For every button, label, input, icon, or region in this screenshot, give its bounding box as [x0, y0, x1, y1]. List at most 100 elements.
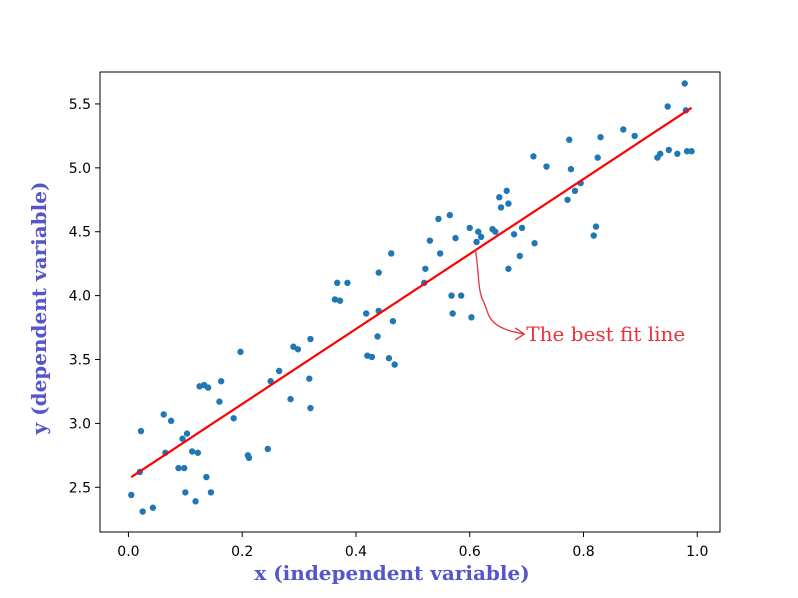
- data-point: [448, 292, 455, 299]
- data-point: [375, 269, 382, 276]
- data-point: [287, 395, 294, 403]
- data-point: [194, 449, 202, 456]
- data-point: [217, 378, 225, 385]
- data-point: [592, 223, 600, 230]
- y-tick-label: 4.0: [69, 289, 91, 305]
- data-point: [182, 489, 189, 496]
- data-point: [333, 279, 341, 287]
- data-point: [389, 317, 397, 325]
- y-tick-label: 3.5: [69, 353, 91, 369]
- data-point: [167, 417, 175, 425]
- data-point: [449, 310, 456, 317]
- annotation-arrowhead: [514, 327, 526, 341]
- data-point: [307, 335, 314, 343]
- data-point: [674, 150, 681, 157]
- data-point: [363, 310, 370, 317]
- data-point: [183, 430, 191, 437]
- data-point: [688, 148, 695, 155]
- data-point: [564, 196, 571, 203]
- y-tick-label: 5.5: [69, 97, 91, 113]
- x-tick-label: 0.8: [572, 544, 594, 560]
- data-point: [368, 353, 376, 361]
- data-point: [503, 187, 510, 195]
- data-point: [192, 498, 199, 505]
- x-tick-label: 1.0: [686, 544, 708, 560]
- data-point: [567, 165, 575, 173]
- data-point: [492, 228, 499, 235]
- data-point: [510, 231, 518, 238]
- chart-marks: [128, 80, 695, 515]
- x-tick-label: 0.2: [231, 544, 253, 560]
- data-point: [505, 200, 512, 207]
- y-axis: 2.5 3.0 3.5 4.0 4.5 5.0 5.5: [69, 97, 100, 496]
- data-point: [457, 292, 465, 299]
- data-point: [230, 415, 237, 422]
- data-point: [683, 148, 691, 155]
- data-point: [477, 233, 485, 241]
- data-point: [665, 146, 673, 154]
- data-point: [571, 187, 579, 195]
- data-point: [188, 448, 196, 455]
- data-point: [426, 237, 434, 244]
- data-point: [657, 150, 664, 157]
- data-point: [306, 375, 313, 382]
- data-point: [391, 361, 398, 368]
- x-tick-label: 0.6: [459, 544, 481, 560]
- data-point: [475, 228, 482, 235]
- plot-frame: [99, 71, 721, 533]
- data-point: [160, 411, 167, 418]
- data-point: [179, 435, 186, 442]
- data-point: [594, 154, 601, 161]
- data-point: [374, 333, 381, 340]
- data-point: [664, 103, 671, 110]
- y-tick-label: 4.5: [69, 225, 91, 241]
- data-point: [137, 427, 145, 435]
- x-axis: 0.0 0.2 0.4 0.6 0.8 1.0: [117, 532, 708, 560]
- data-point: [446, 211, 454, 219]
- data-point: [207, 489, 215, 496]
- annotation-label: The best fit line: [526, 322, 685, 346]
- data-point: [204, 384, 212, 391]
- best-fit-line: [130, 106, 693, 478]
- data-point: [344, 279, 351, 287]
- data-point: [590, 232, 597, 239]
- data-point: [681, 80, 688, 87]
- data-point: [331, 296, 339, 303]
- data-point: [307, 404, 314, 412]
- data-point: [175, 464, 182, 472]
- data-point: [631, 132, 638, 140]
- data-point: [473, 238, 480, 246]
- y-axis-title: y (dependent variable): [27, 182, 51, 436]
- data-point: [452, 234, 459, 242]
- data-point: [422, 265, 429, 272]
- data-point: [245, 454, 253, 462]
- data-point: [466, 224, 473, 232]
- y-tick-label: 3.0: [69, 416, 91, 432]
- data-point: [336, 297, 344, 304]
- data-point: [180, 464, 188, 472]
- data-point: [530, 153, 537, 160]
- data-point: [497, 204, 505, 211]
- y-tick-label: 5.0: [69, 161, 91, 177]
- data-point: [435, 215, 442, 223]
- data-point: [566, 136, 573, 143]
- x-tick-label: 0.4: [345, 544, 367, 560]
- data-point: [518, 224, 526, 232]
- data-point: [505, 265, 512, 272]
- data-point: [597, 133, 604, 141]
- y-tick-label: 2.5: [69, 480, 91, 496]
- data-point: [275, 367, 283, 375]
- data-point: [543, 163, 550, 170]
- data-point: [516, 252, 523, 260]
- data-point: [216, 398, 223, 405]
- data-point: [237, 348, 244, 356]
- data-point: [496, 194, 503, 201]
- data-point: [468, 314, 475, 321]
- data-point: [264, 445, 271, 453]
- data-point: [139, 508, 146, 515]
- data-point: [436, 250, 444, 257]
- x-tick-label: 0.0: [117, 544, 139, 560]
- data-point: [203, 473, 210, 481]
- data-point: [149, 504, 157, 511]
